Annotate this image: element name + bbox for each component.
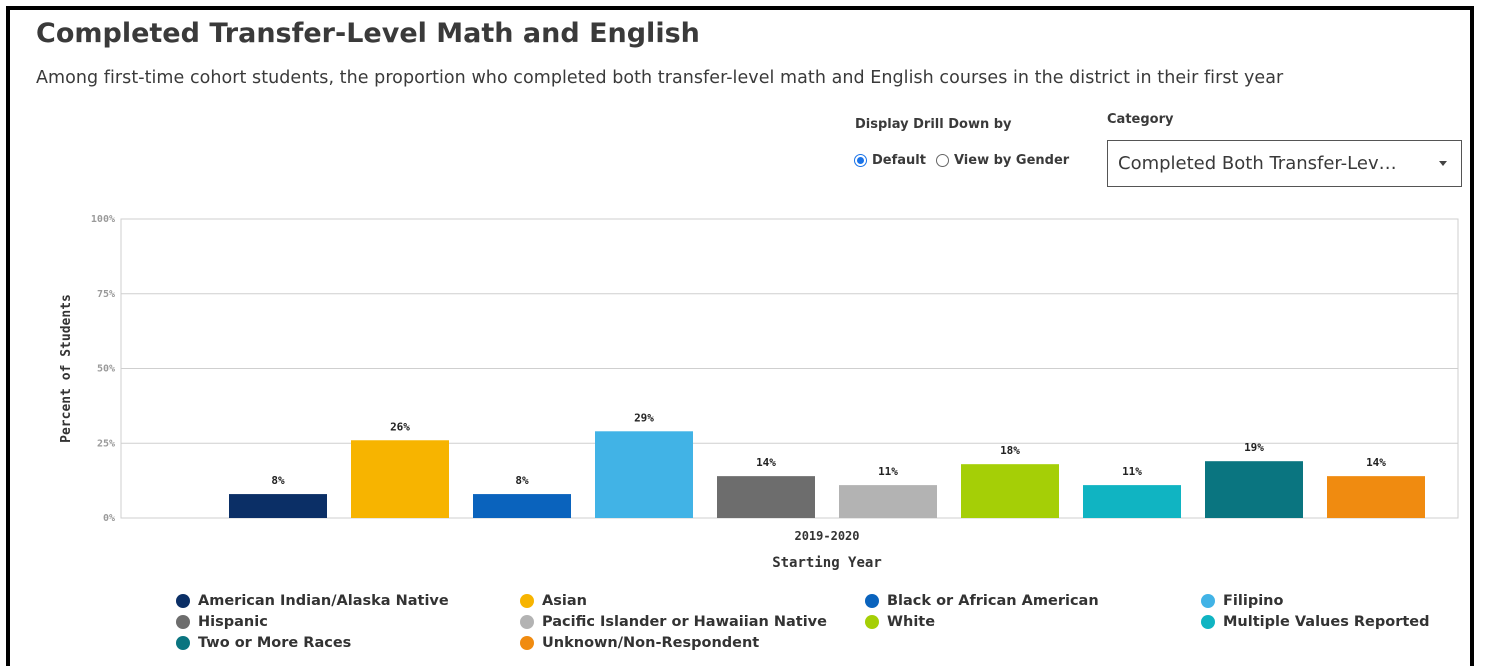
x-tick-label: 2019-2020 xyxy=(794,529,859,543)
legend-swatch xyxy=(520,636,534,650)
drill-down-radio-group: Default View by Gender xyxy=(854,153,1075,168)
bar xyxy=(229,494,327,518)
legend-swatch xyxy=(865,594,879,608)
legend-swatch xyxy=(176,594,190,608)
category-select[interactable]: Completed Both Transfer-Lev… xyxy=(1107,140,1462,187)
y-tick-label: 75% xyxy=(97,289,115,300)
bar xyxy=(473,494,571,518)
category-select-value: Completed Both Transfer-Lev… xyxy=(1118,153,1397,174)
legend-swatch xyxy=(1201,594,1215,608)
bar xyxy=(717,476,815,518)
bar xyxy=(1327,476,1425,518)
y-tick-label: 50% xyxy=(97,364,115,375)
radio-default-icon[interactable] xyxy=(854,154,867,167)
legend-label: Pacific Islander or Hawaiian Native xyxy=(542,614,827,630)
legend-item[interactable]: American Indian/Alaska Native xyxy=(176,593,449,609)
bar-data-label: 11% xyxy=(878,465,898,478)
bar-data-label: 8% xyxy=(515,474,529,487)
legend-item[interactable]: Black or African American xyxy=(865,593,1099,609)
bar-data-label: 18% xyxy=(1000,444,1020,457)
legend-item[interactable]: Multiple Values Reported xyxy=(1201,614,1430,630)
legend-label: Hispanic xyxy=(198,614,268,630)
legend-item[interactable]: Two or More Races xyxy=(176,635,351,651)
radio-gender-label: View by Gender xyxy=(953,153,1070,168)
legend-item[interactable]: Pacific Islander or Hawaiian Native xyxy=(520,614,827,630)
legend-item[interactable]: Hispanic xyxy=(176,614,268,630)
legend-label: Asian xyxy=(542,593,587,609)
bar xyxy=(1083,485,1181,518)
radio-gender-icon[interactable] xyxy=(935,154,949,167)
bar-data-label: 26% xyxy=(390,420,410,433)
bar xyxy=(961,464,1059,518)
radio-default-label: Default xyxy=(872,153,926,168)
legend-label: Black or African American xyxy=(887,593,1099,609)
bar xyxy=(839,485,937,518)
legend-swatch xyxy=(176,636,190,650)
legend-label: Multiple Values Reported xyxy=(1223,614,1430,630)
legend-label: Two or More Races xyxy=(198,635,352,651)
y-axis-title: Percent of Students xyxy=(59,294,74,443)
chart-panel xyxy=(6,6,1474,666)
bar xyxy=(1205,461,1303,518)
bar-data-label: 8% xyxy=(271,474,285,487)
legend-item[interactable]: Filipino xyxy=(1201,593,1283,609)
chart-legend: American Indian/Alaska Native Asian Black … xyxy=(176,593,1466,659)
radio-default-option[interactable]: Default xyxy=(854,153,926,168)
bar-data-label: 19% xyxy=(1244,441,1264,454)
legend-label: American Indian/Alaska Native xyxy=(198,593,449,609)
bar-data-label: 14% xyxy=(1366,456,1386,469)
bar-data-label: 29% xyxy=(634,411,654,424)
y-tick-label: 25% xyxy=(97,438,115,449)
legend-swatch xyxy=(520,615,534,629)
radio-gender-option[interactable]: View by Gender xyxy=(935,153,1070,168)
bar-data-label: 11% xyxy=(1122,465,1142,478)
y-tick-label: 100% xyxy=(91,214,115,225)
x-axis-title: Starting Year xyxy=(772,555,882,571)
legend-item[interactable]: Asian xyxy=(520,593,587,609)
legend-swatch xyxy=(1201,615,1215,629)
bar-data-label: 14% xyxy=(756,456,776,469)
y-tick-label: 0% xyxy=(103,513,115,524)
page-title: Completed Transfer-Level Math and Englis… xyxy=(36,18,700,49)
caret-down-icon xyxy=(1439,161,1447,166)
legend-label: Unknown/Non-Respondent xyxy=(542,635,760,651)
legend-item[interactable]: Unknown/Non-Respondent xyxy=(520,635,759,651)
drill-down-label: Display Drill Down by xyxy=(855,117,1012,132)
legend-swatch xyxy=(520,594,534,608)
legend-label: Filipino xyxy=(1223,593,1284,609)
legend-swatch xyxy=(865,615,879,629)
bar xyxy=(595,431,693,518)
legend-label: White xyxy=(887,614,936,630)
page-subtitle: Among first-time cohort students, the pr… xyxy=(36,68,1284,88)
category-label: Category xyxy=(1107,112,1174,127)
legend-swatch xyxy=(176,615,190,629)
legend-item[interactable]: White xyxy=(865,614,935,630)
bar xyxy=(351,440,449,518)
